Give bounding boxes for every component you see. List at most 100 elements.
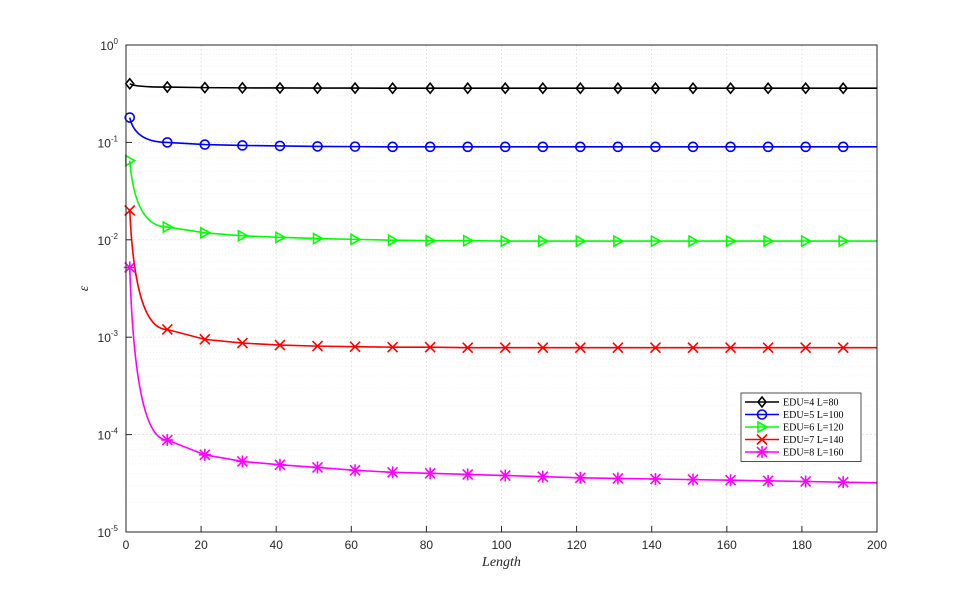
data-point-marker <box>611 472 624 485</box>
data-point-marker <box>200 226 212 240</box>
data-point-marker <box>274 81 285 95</box>
legend-entry: EDU=7 L=140 <box>745 433 843 446</box>
data-point-marker <box>198 448 211 461</box>
data-point-marker <box>162 137 173 148</box>
x-tick-label: 120 <box>567 538 587 552</box>
x-axis-ticks: 0 20 40 60 80 100 120 140 160 180 200 <box>123 526 887 552</box>
data-point-marker <box>650 141 661 153</box>
data-point-marker <box>838 81 849 95</box>
data-point-marker <box>687 342 699 354</box>
data-point-marker <box>386 466 399 479</box>
data-point-marker <box>537 141 549 153</box>
data-point-marker <box>799 475 812 488</box>
data-point-marker <box>312 232 325 245</box>
data-point-marker <box>762 474 775 487</box>
x-tick-label: 180 <box>792 538 812 552</box>
data-point-marker <box>237 229 250 243</box>
data-point-marker <box>387 141 398 153</box>
data-point-marker <box>350 81 361 95</box>
data-point-marker <box>537 81 548 95</box>
data-point-marker <box>612 342 624 354</box>
x-tick-label: 160 <box>717 538 737 552</box>
data-point-marker <box>424 341 436 353</box>
data-point-marker <box>800 81 811 95</box>
data-point-marker <box>499 469 512 482</box>
data-point-marker <box>687 473 700 486</box>
legend-label: EDU=8 L=160 <box>783 448 843 459</box>
data-point-marker <box>162 220 174 234</box>
data-point-marker <box>124 77 135 91</box>
x-tick-label: 140 <box>642 538 662 552</box>
data-point-marker <box>612 81 623 95</box>
y-tick-label: 10-4 <box>98 427 119 443</box>
legend-entry: EDU=8 L=160 <box>745 446 843 459</box>
data-point-marker <box>756 433 768 446</box>
data-point-marker <box>461 468 474 481</box>
legend-entry: EDU=6 L=120 <box>745 420 843 434</box>
x-tick-label: 20 <box>194 538 208 552</box>
data-point-marker <box>124 112 136 123</box>
y-tick-label: 10-3 <box>98 329 119 345</box>
data-point-marker <box>424 141 436 153</box>
data-point-marker <box>425 81 436 95</box>
data-point-marker <box>725 141 736 153</box>
data-point-marker <box>575 234 588 248</box>
data-point-marker <box>800 234 813 248</box>
data-point-marker <box>199 139 211 150</box>
y-axis-ticks: 10-5 10-4 10-3 10-2 10-1 100 <box>98 37 132 540</box>
data-point-marker <box>236 337 248 349</box>
series-line <box>129 83 877 90</box>
x-tick-label: 40 <box>270 538 284 552</box>
y-tick-label: 10-2 <box>98 232 119 248</box>
data-point-marker <box>574 471 587 484</box>
x-tick-label: 100 <box>491 538 511 552</box>
data-point-marker <box>650 81 661 95</box>
data-point-marker <box>199 333 211 345</box>
y-tick-label: 10-1 <box>98 134 119 150</box>
data-point-marker <box>536 470 549 483</box>
data-point-marker <box>462 141 474 153</box>
data-point-marker <box>424 467 437 480</box>
data-point-marker <box>462 342 474 354</box>
data-point-marker <box>724 474 737 487</box>
legend-label: EDU=7 L=140 <box>783 435 843 446</box>
data-point-marker <box>757 420 769 434</box>
x-tick-label: 60 <box>345 538 359 552</box>
x-tick-label: 0 <box>123 538 130 552</box>
data-point-marker <box>500 234 512 248</box>
data-point-marker <box>762 141 774 153</box>
data-point-marker <box>462 234 475 248</box>
data-point-marker <box>575 141 586 153</box>
legend-label: EDU=5 L=100 <box>783 410 843 421</box>
data-point-marker <box>538 234 550 248</box>
data-point-marker <box>612 141 624 153</box>
data-point-marker <box>387 341 399 353</box>
data-point-marker <box>349 341 361 353</box>
data-point-marker <box>275 230 287 244</box>
x-tick-label: 200 <box>867 538 887 552</box>
data-point-marker <box>688 234 700 248</box>
data-point-marker <box>387 233 400 247</box>
data-point-marker <box>725 81 736 95</box>
data-point-marker <box>687 81 699 95</box>
data-point-marker <box>462 81 473 95</box>
data-point-marker <box>311 461 324 474</box>
data-point-marker <box>311 340 324 352</box>
series-line <box>128 160 877 242</box>
data-point-marker <box>425 234 437 248</box>
data-point-marker <box>800 342 812 354</box>
data-point-marker <box>237 81 248 95</box>
x-tick-label: 80 <box>420 538 434 552</box>
data-point-marker <box>837 342 849 354</box>
series-line <box>128 210 877 349</box>
x-axis-label: Length <box>481 555 521 570</box>
data-point-marker <box>762 342 774 354</box>
data-point-marker <box>274 140 286 152</box>
data-point-marker <box>273 458 286 471</box>
series-1 <box>124 77 877 95</box>
data-point-marker <box>236 455 249 468</box>
series-4 <box>124 204 877 354</box>
legend-label: EDU=6 L=120 <box>783 423 843 434</box>
series-line <box>128 117 877 148</box>
